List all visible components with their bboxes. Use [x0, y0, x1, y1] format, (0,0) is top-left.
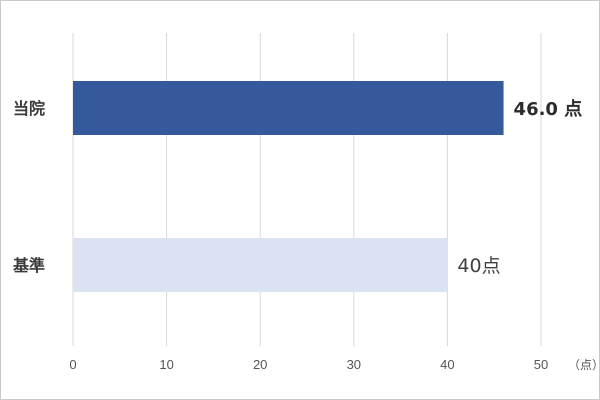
x-tick-label: 30	[347, 357, 361, 372]
category-label: 基準	[12, 256, 45, 275]
x-tick-labels: 0 10 20 30 40 50	[69, 357, 548, 372]
bar	[73, 238, 448, 292]
bars	[73, 81, 504, 292]
x-tick-label: 20	[253, 357, 267, 372]
data-labels: 46.0 点 40点	[457, 98, 582, 277]
x-tick-label: 0	[69, 357, 76, 372]
x-axis-unit-label: （点）	[568, 358, 599, 372]
data-label: 46.0 点	[514, 98, 583, 120]
gridlines	[72, 33, 542, 346]
x-tick-label: 40	[440, 357, 454, 372]
category-label: 当院	[13, 99, 45, 118]
bar	[73, 81, 504, 135]
data-label: 40点	[457, 255, 500, 277]
x-tick-label: 10	[159, 357, 173, 372]
x-tick-label: 50	[534, 357, 548, 372]
